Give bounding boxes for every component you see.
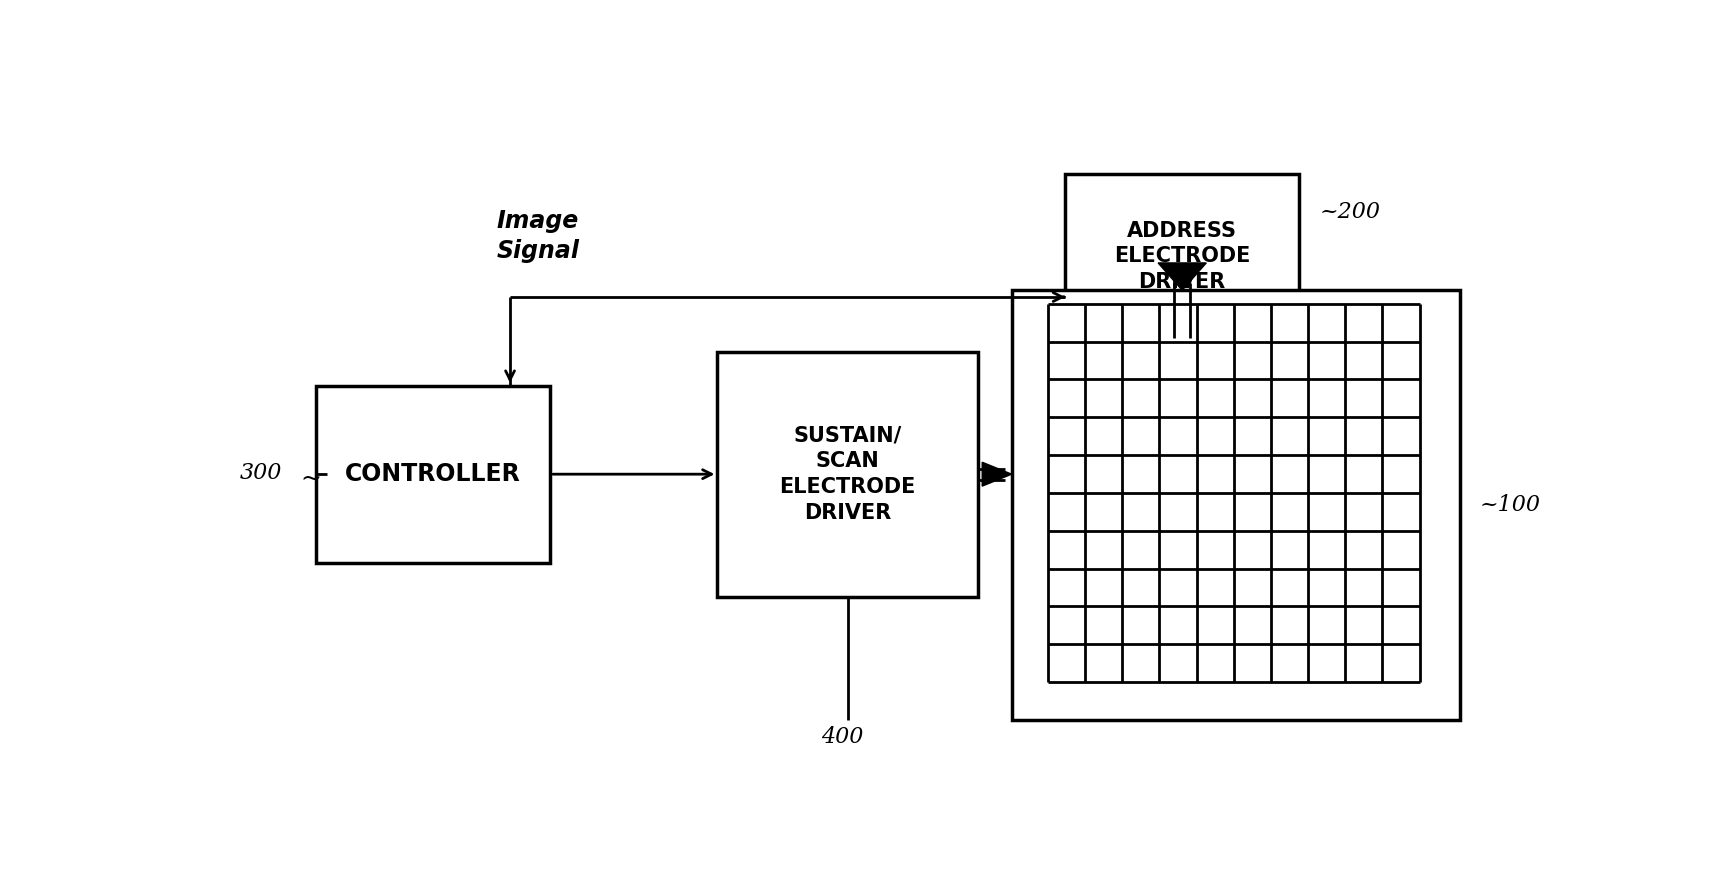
Polygon shape	[982, 462, 1011, 486]
Text: ~: ~	[300, 468, 321, 491]
Bar	[1065, 174, 1300, 338]
Bar	[718, 351, 979, 596]
Text: 300: 300	[240, 462, 283, 484]
Text: 400: 400	[820, 726, 863, 748]
Text: ADDRESS
ELECTRODE
DRIVER: ADDRESS ELECTRODE DRIVER	[1113, 220, 1250, 292]
Bar	[1011, 290, 1460, 720]
Text: SUSTAIN/
SCAN
ELECTRODE
DRIVER: SUSTAIN/ SCAN ELECTRODE DRIVER	[780, 426, 917, 522]
Polygon shape	[1158, 263, 1206, 290]
Text: ~200: ~200	[1319, 201, 1381, 223]
Text: ~100: ~100	[1479, 494, 1541, 516]
Bar	[316, 386, 551, 563]
Text: Image
Signal: Image Signal	[497, 209, 580, 263]
Text: CONTROLLER: CONTROLLER	[345, 462, 521, 486]
